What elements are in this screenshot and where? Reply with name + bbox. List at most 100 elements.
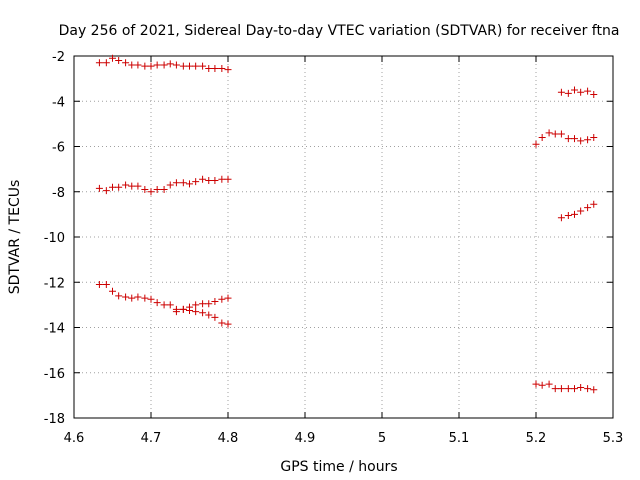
data-point	[160, 61, 168, 69]
data-point	[199, 300, 207, 308]
data-point	[205, 300, 213, 308]
data-point	[141, 294, 149, 302]
x-tick-label: 5	[378, 431, 386, 446]
data-point	[205, 64, 213, 72]
y-tick-label: -16	[44, 367, 65, 382]
data-point	[166, 181, 174, 189]
data-point	[199, 175, 207, 183]
data-point	[122, 181, 130, 189]
data-point	[211, 176, 219, 184]
data-point	[160, 185, 168, 193]
data-point	[577, 207, 585, 215]
y-tick-label: -12	[44, 276, 65, 291]
data-point	[571, 135, 578, 143]
data-point	[166, 301, 174, 309]
data-point	[199, 309, 207, 317]
data-point	[134, 293, 142, 301]
series-s2	[95, 175, 232, 196]
data-point	[218, 319, 226, 327]
data-point	[179, 62, 187, 70]
y-tick-label: -6	[52, 141, 65, 156]
series-s7	[557, 200, 598, 222]
data-point	[186, 62, 193, 70]
data-point	[186, 307, 193, 315]
data-point	[95, 281, 103, 289]
series-s6	[532, 129, 598, 148]
data-point	[584, 87, 592, 95]
grid-lines	[74, 56, 613, 418]
data-point	[211, 297, 219, 305]
series-s5	[557, 86, 598, 98]
data-point	[166, 60, 174, 68]
x-tick-label: 5.2	[526, 431, 547, 446]
data-point	[218, 295, 226, 303]
data-point	[128, 182, 136, 190]
series-s4	[172, 305, 232, 328]
data-point	[109, 287, 116, 295]
data-point	[545, 380, 553, 388]
data-point	[179, 305, 187, 313]
series-s3	[95, 281, 232, 316]
data-point	[160, 301, 168, 309]
data-point	[218, 64, 226, 72]
data-point	[153, 299, 161, 307]
axis-ticks: 4.6 4.7 4.8 4.9 5 5.1 5.2 5.3 -2 -4 -6 -8 -10 -12 -14 -…	[44, 50, 624, 446]
data-point	[577, 137, 585, 145]
data-point	[153, 185, 161, 193]
data-point	[192, 308, 200, 316]
data-point	[577, 383, 585, 391]
data-point	[577, 88, 585, 96]
data-point	[545, 129, 553, 137]
data-point	[192, 62, 200, 70]
data-point	[224, 294, 232, 302]
data-point	[571, 86, 578, 94]
data-point	[95, 184, 103, 192]
data-point	[109, 54, 116, 62]
data-point	[179, 179, 187, 187]
y-tick-label: -10	[44, 231, 65, 246]
data-point	[557, 214, 565, 222]
data-point	[211, 64, 219, 72]
data-point	[192, 301, 200, 309]
x-tick-label: 5.1	[449, 431, 470, 446]
data-point	[102, 59, 110, 67]
y-tick-label: -2	[52, 50, 65, 65]
data-point	[109, 183, 116, 191]
x-tick-label: 4.7	[141, 431, 162, 446]
data-point	[584, 385, 592, 393]
data-point	[564, 135, 572, 143]
x-tick-label: 5.3	[603, 431, 624, 446]
data-point	[224, 320, 232, 328]
data-point	[564, 212, 572, 220]
x-tick-label: 4.9	[295, 431, 316, 446]
data-point	[141, 185, 149, 193]
data-point	[128, 61, 136, 69]
data-point	[571, 385, 578, 393]
data-point	[557, 88, 565, 96]
y-tick-label: -14	[44, 322, 65, 337]
data-point	[584, 136, 592, 144]
data-point	[551, 385, 559, 393]
y-tick-label: -8	[52, 186, 65, 201]
data-point	[147, 62, 155, 70]
data-point	[590, 133, 598, 141]
y-axis-label: SDTVAR / TECUs	[7, 180, 23, 295]
data-point	[551, 130, 559, 138]
data-point	[115, 183, 123, 191]
data-point	[224, 175, 232, 183]
data-point	[532, 140, 540, 148]
data-point	[211, 313, 219, 321]
data-point	[192, 178, 200, 186]
data-point	[590, 200, 598, 208]
data-point	[205, 176, 213, 184]
data-point	[224, 66, 232, 74]
data-point	[564, 385, 572, 393]
data-point	[199, 62, 207, 70]
data-point	[590, 90, 598, 98]
data-point	[134, 182, 142, 190]
data-point	[205, 311, 213, 319]
data-point	[557, 385, 565, 393]
chart-title: Day 256 of 2021, Sidereal Day-to-day VTE…	[59, 23, 620, 39]
x-axis-label: GPS time / hours	[280, 459, 397, 475]
